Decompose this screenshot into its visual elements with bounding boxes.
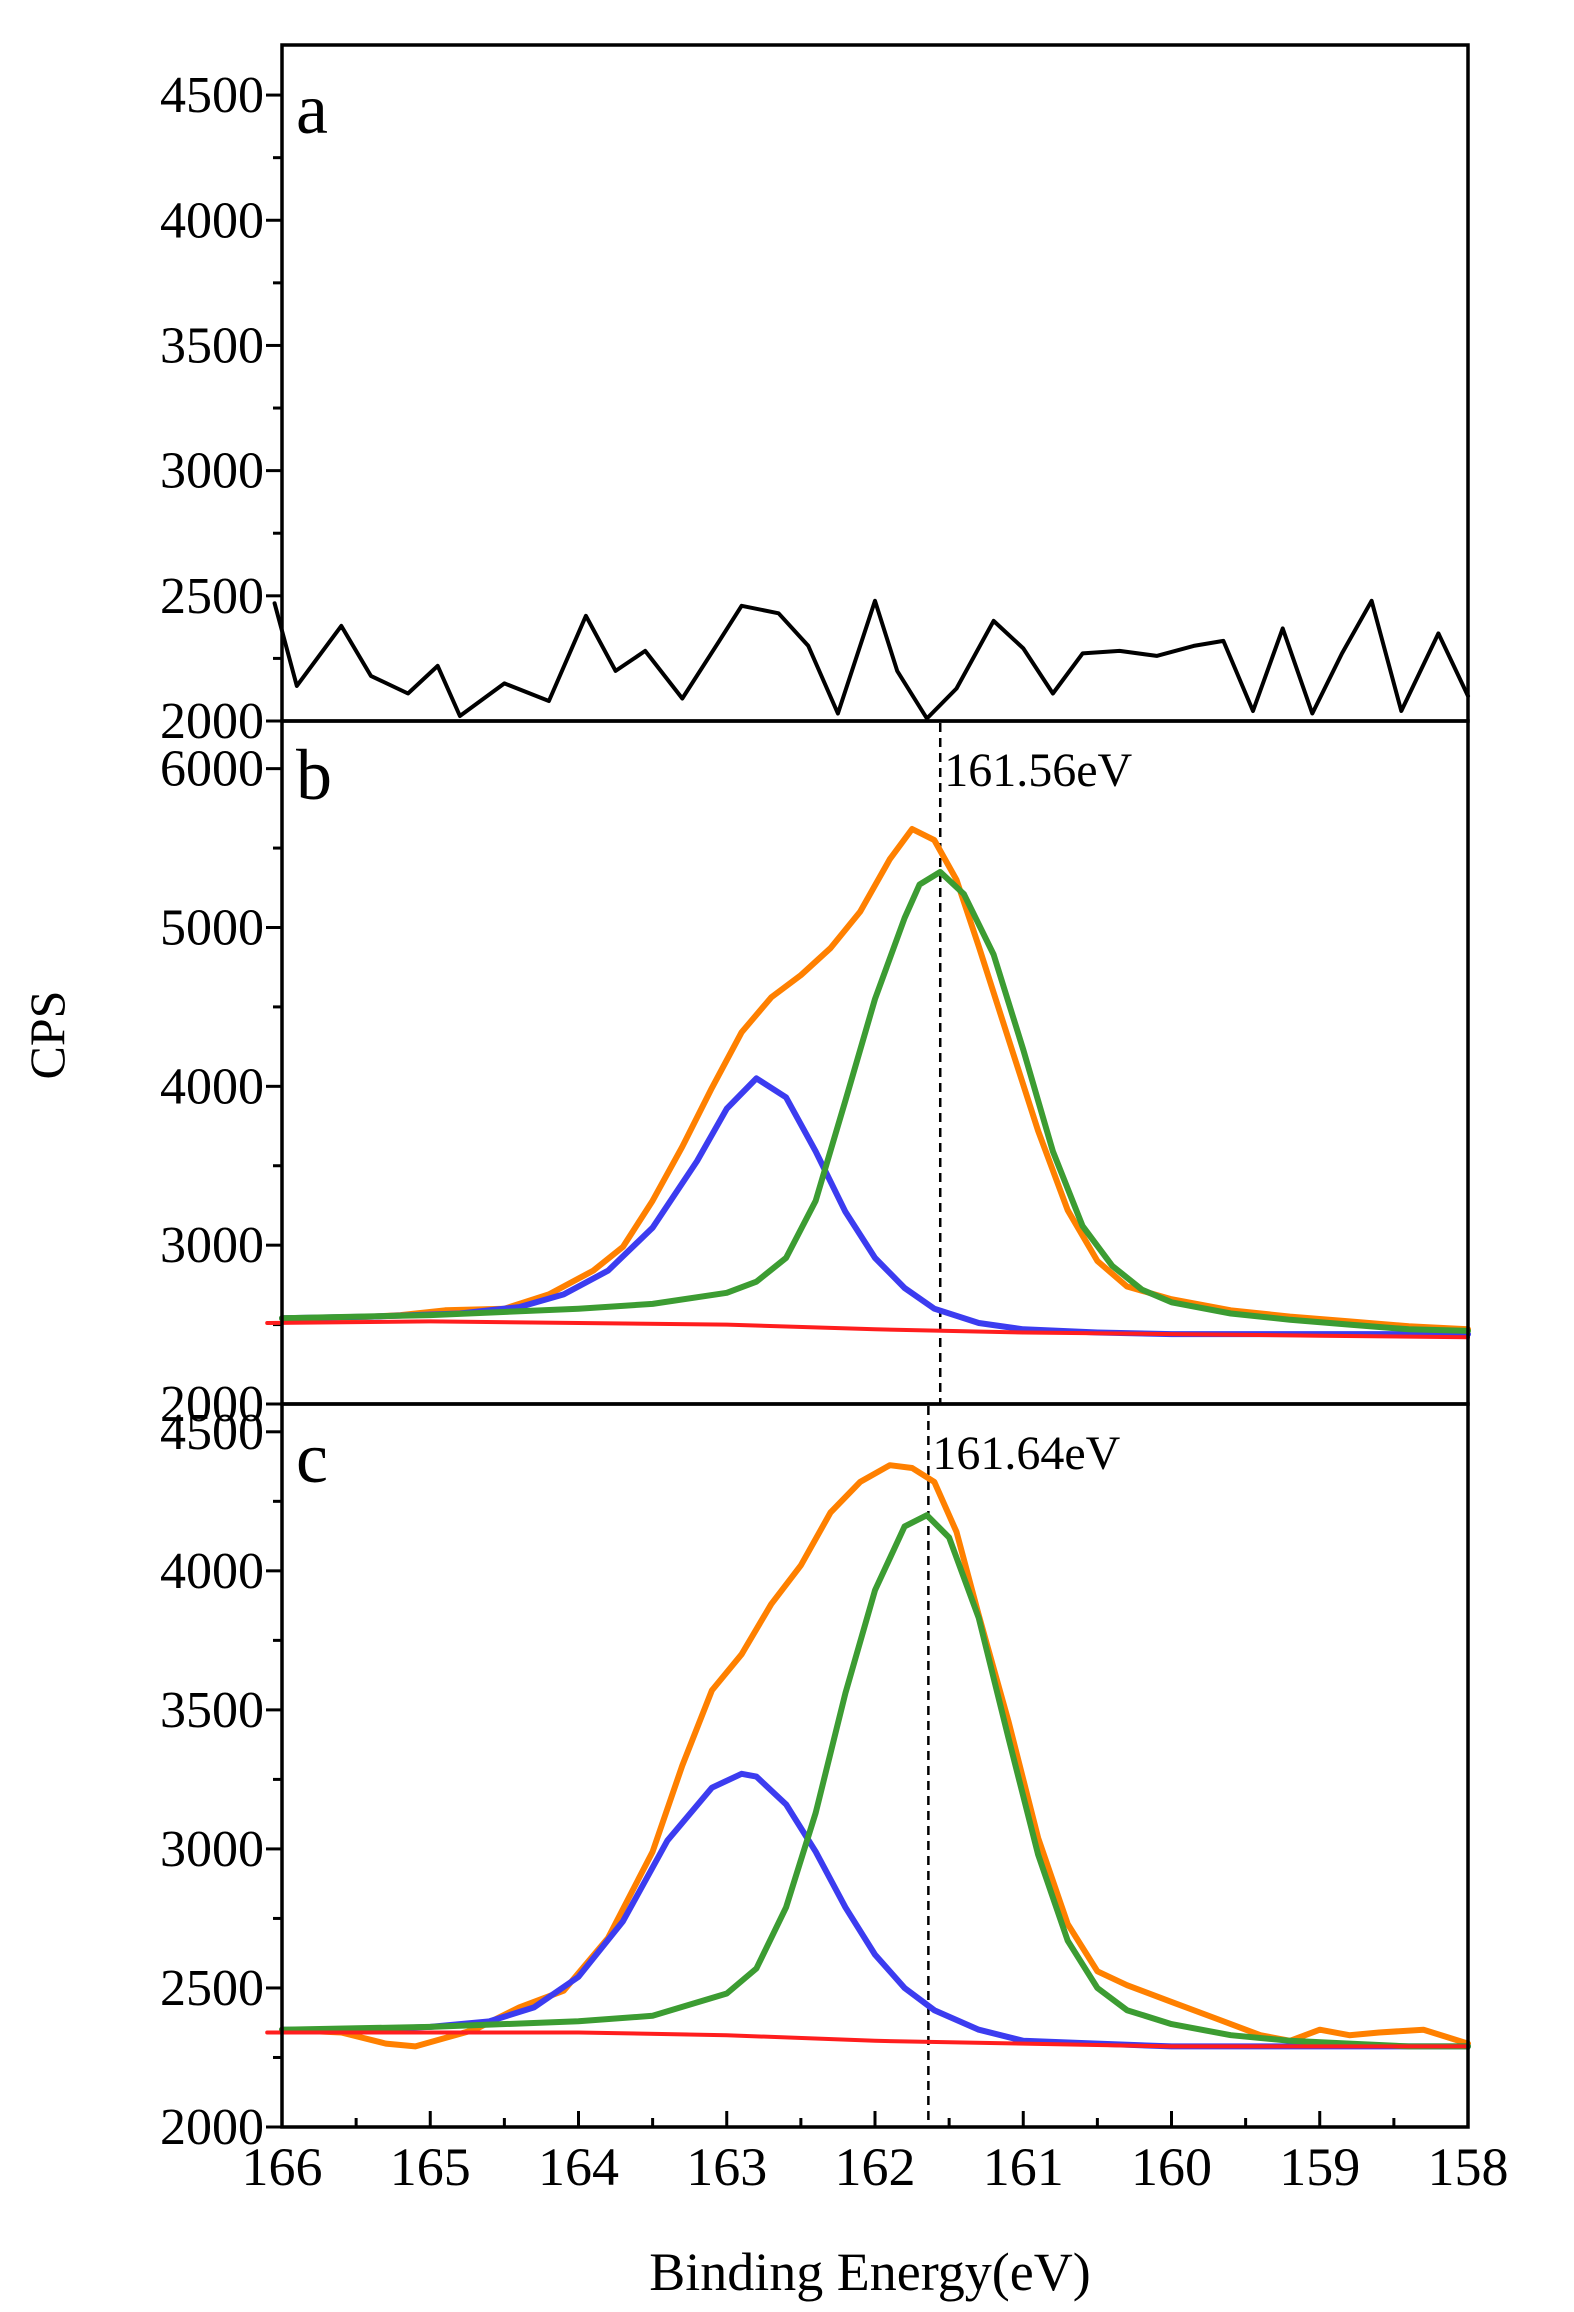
frame-b: [280, 719, 1470, 1406]
x-tick-label: 161: [983, 2137, 1064, 2197]
x-tick-label: 163: [686, 2137, 767, 2197]
y-tick-label: 3000: [160, 1821, 264, 1878]
panel-frames: [280, 43, 1470, 2129]
frame-c: [280, 1402, 1470, 2129]
y-axis-label: CPS: [19, 991, 75, 1080]
x-axis-label: Binding Energy(eV): [649, 2242, 1090, 2302]
y-tick-label: 2000: [160, 1376, 264, 1433]
y-tick-label: 5000: [160, 899, 264, 956]
y-tick-label: 2500: [160, 1960, 264, 2017]
y-tick-label: 4000: [160, 1543, 264, 1600]
series-peak_high_be: [279, 1075, 1471, 1338]
x-tick-label: 158: [1428, 2137, 1509, 2197]
panel-a: 2000 2500 3000 3500 4000 4500 a: [160, 67, 1470, 750]
series-envelope: [279, 1462, 1471, 2050]
y-tick-label: 4500: [160, 1404, 264, 1461]
x-tick-label: 164: [538, 2137, 619, 2197]
series-peak_high_be: [279, 1770, 1471, 2050]
y-tick-label: 2000: [160, 693, 264, 750]
series-group: [265, 1462, 1471, 2050]
y-tick-label: 3500: [160, 1682, 264, 1739]
panel-b: 2000 3000 4000 5000 6000 161.56eV b: [160, 723, 1471, 1433]
x-tick-label: 166: [242, 2137, 323, 2197]
series-peak_low_be: [279, 868, 1471, 1334]
x-tick-label: 162: [835, 2137, 916, 2197]
x-tick-label: 159: [1279, 2137, 1360, 2197]
x-tick-label: 160: [1131, 2137, 1212, 2197]
y-tick-label: 4000: [160, 192, 264, 249]
y-tick-label: 2000: [160, 2099, 264, 2156]
y-tick-label: 4000: [160, 1058, 264, 1115]
panel-label-a: a: [296, 69, 328, 149]
series-group: [272, 598, 1470, 721]
y-tick-label: 3500: [160, 317, 264, 374]
series-group: [265, 826, 1471, 1340]
series-raw: [272, 598, 1470, 721]
peak-marker-label: 161.64eV: [932, 1427, 1120, 1480]
y-tick-label: 3000: [160, 1217, 264, 1274]
panels-group: 2000 2500 3000 3500 4000 4500 a 2000 3000 4000 500…: [160, 67, 1471, 2156]
panel-label-b: b: [296, 735, 332, 815]
y-tick-label: 3000: [160, 443, 264, 500]
series-peak_low_be: [279, 1512, 1471, 2050]
y-tick-label: 4500: [160, 67, 264, 124]
series-background: [265, 2030, 1470, 2049]
x-tick-label: 165: [390, 2137, 471, 2197]
frame-a: [280, 43, 1470, 723]
panel-label-c: c: [296, 1418, 328, 1498]
x-axis: 166 165 164 163 162 161 160 159 158: [242, 2111, 1509, 2197]
peak-marker-label: 161.56eV: [944, 744, 1132, 797]
y-tick-label: 6000: [160, 741, 264, 798]
series-background: [265, 1319, 1470, 1340]
y-tick-label: 2500: [160, 568, 264, 625]
panel-c: 2000 2500 3000 3500 4000 4500 161.64eV c: [160, 1404, 1471, 2156]
